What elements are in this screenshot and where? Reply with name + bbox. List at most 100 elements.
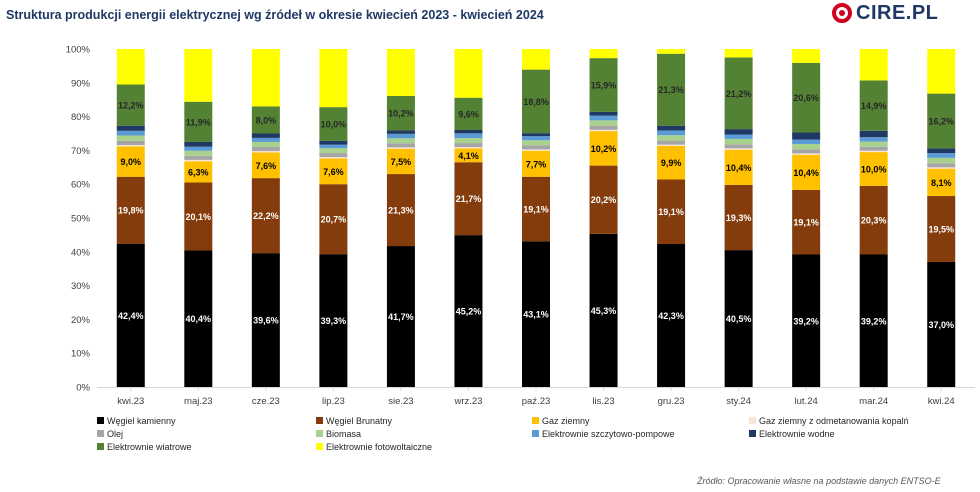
bar-segment [454,162,483,236]
bar-segment [116,130,145,136]
legend-swatch [316,430,323,437]
bar-segment [927,196,956,262]
bar-segment [589,49,618,59]
data-label: 20,3% [861,216,887,226]
bar-segment [319,157,348,159]
bar-segment [724,129,753,135]
y-tick-label: 0% [76,383,90,394]
bar-segment [251,151,280,153]
data-label: 40,5% [726,314,752,324]
bar-segment [251,152,280,179]
bar-segment [657,135,686,141]
bar-segment [184,150,213,156]
bar-segment [386,147,415,149]
bar-segment [522,149,550,151]
bar-segment [184,161,213,183]
bar-segment [251,147,280,152]
logo-text: CIRE.PL [856,1,939,24]
data-label: 19,5% [928,224,954,234]
x-tick-label: sie.23 [388,396,413,407]
source-note: Źródło: Opracowanie własne na podstawie … [697,476,941,486]
legend-label: Biomasa [326,429,361,439]
data-label: 37,0% [928,320,954,330]
bar-segment [657,53,686,126]
bar-segment [184,146,213,151]
x-tick-label: gru.23 [658,396,685,407]
legend-swatch [97,430,104,437]
data-label: 20,2% [591,195,617,205]
legend-label: Gaz ziemny [542,416,590,426]
bar-segment [927,167,956,169]
bar-segment [184,141,213,147]
data-label: 10,0% [321,120,347,130]
bar-segment [792,49,821,63]
bar-segment [116,125,145,131]
bar-segment [319,153,348,158]
bar-segment [792,149,821,154]
chart-title: Struktura produkcji energii elektrycznej… [6,8,544,22]
data-label: 42,4% [118,311,144,321]
bar-segment [184,159,213,162]
bar-segment [927,261,956,387]
bar-segment [184,155,213,160]
x-tick-label: kwi.23 [117,396,144,407]
bar-segment [251,137,280,142]
bar-segment [116,144,145,147]
bar-segment [792,254,821,387]
bar-segment [927,49,956,94]
legend-swatch [316,443,323,450]
bar-segment [657,130,686,136]
legend-label: Elektrownie fotowoltaiczne [326,442,432,452]
bar-segment [589,58,618,112]
y-tick-label: 40% [71,247,91,258]
bar-segment [522,140,550,146]
bar-segment [319,254,348,387]
cire-logo: CIRE.PL [832,2,938,24]
y-tick-label: 10% [71,349,91,360]
data-label: 19,1% [523,205,549,215]
bar-segment [859,49,888,81]
bars [116,49,956,387]
bar-segment [116,49,145,85]
y-tick-label: 20% [71,315,91,326]
x-tick-label: lut.24 [795,396,818,407]
data-label: 19,1% [793,218,819,228]
bar-segment [724,49,753,58]
legend-label: Gaz ziemny z odmetanowania kopalń [759,416,909,426]
bar-segment [522,69,550,134]
bar-segment [522,241,550,387]
data-label: 20,7% [321,215,347,225]
x-tick-label: cze.23 [252,396,280,407]
legend-swatch [316,417,323,424]
bar-segment [386,133,415,139]
bar-segment [859,146,888,151]
bar-segment [927,168,956,197]
data-label: 39,6% [253,316,279,326]
bar-segment [454,147,483,149]
bar-segment [724,184,753,251]
legend: Węgiel kamienny Węgiel Brunatny Gaz ziemny… [97,416,909,452]
data-label: 21,3% [658,85,684,95]
data-label: 10,2% [591,144,617,154]
bar-segment [116,140,145,145]
legend-label: Elektrownie szczytowo-pompowe [542,429,675,439]
legend-swatch [97,443,104,450]
legend-label: Węgiel kamienny [107,416,176,426]
legend-label: Elektrownie wiatrowe [107,442,192,452]
bar-segment [251,106,280,134]
legend-swatch [97,417,104,424]
legend-swatch [532,430,539,437]
x-tick-label: lis.23 [592,396,614,407]
bar-segment [319,158,348,185]
bar-segment [859,254,888,387]
bar-segment [927,148,956,154]
x-axis: kwi.23 maj.23 cze.23 lip.23 sie.23 wrz.23 paź.… [97,387,975,407]
bar-segment [454,148,483,163]
data-label: 39,2% [861,316,887,326]
legend-label: Węgiel Brunatny [326,416,393,426]
bar-segment [792,139,821,144]
bar-segment [454,235,483,387]
bar-segment [724,149,753,185]
bar-segment [724,144,753,149]
data-label: 40,4% [186,314,212,324]
